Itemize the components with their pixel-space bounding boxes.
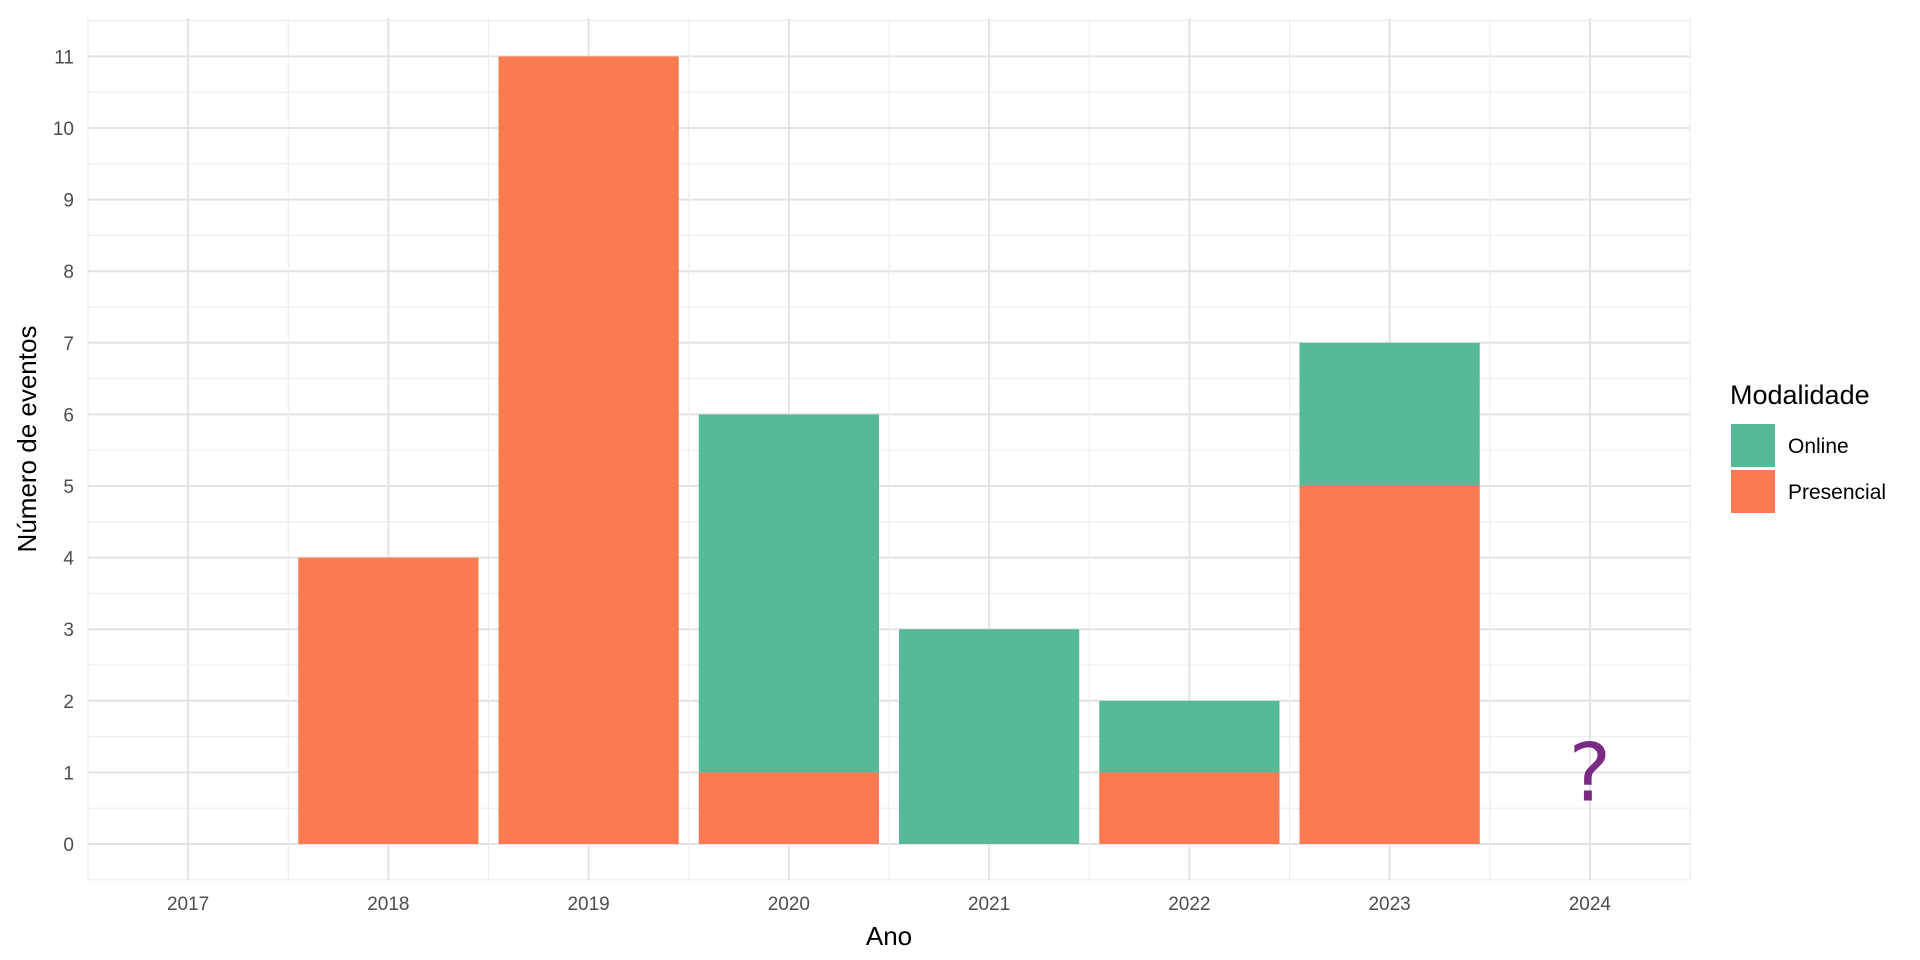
y-tick-label: 6 xyxy=(63,405,74,426)
y-tick-label: 8 xyxy=(63,262,74,283)
x-tick-label: 2022 xyxy=(1168,894,1210,915)
legend-label-presencial: Presencial xyxy=(1788,481,1886,504)
x-tick-label: 2018 xyxy=(367,894,409,915)
y-axis-title: Número de eventos xyxy=(12,326,42,553)
y-tick-labels: 0 1 2 3 4 5 6 7 8 9 10 11 xyxy=(53,47,75,856)
bar-2019-presencial xyxy=(498,56,679,844)
x-tick-label: 2024 xyxy=(1569,894,1612,915)
x-tick-label: 2019 xyxy=(567,894,609,915)
annotation-question-mark: ? xyxy=(1569,726,1611,819)
y-tick-label: 3 xyxy=(63,620,74,641)
x-tick-label: 2023 xyxy=(1368,894,1410,915)
x-tick-label: 2021 xyxy=(968,894,1010,915)
x-tick-label: 2020 xyxy=(768,894,810,915)
bar-2023-presencial xyxy=(1299,486,1480,844)
y-tick-label: 0 xyxy=(63,835,74,856)
legend-key-online xyxy=(1731,424,1775,467)
legend: Modalidade Online Presencial xyxy=(1730,380,1886,513)
x-axis-title: Ano xyxy=(866,921,912,951)
bar-2021-online xyxy=(899,629,1080,844)
x-tick-label: 2017 xyxy=(167,894,209,915)
bars xyxy=(298,56,1480,844)
y-tick-label: 7 xyxy=(63,334,74,355)
legend-items: Online Presencial xyxy=(1731,424,1886,513)
y-tick-label: 5 xyxy=(63,477,74,498)
bar-2020-online xyxy=(698,414,879,773)
x-tick-labels: 2017 2018 2019 2020 2021 2022 2023 2024 xyxy=(167,894,1611,915)
bar-2022-presencial xyxy=(1099,772,1280,844)
y-tick-label: 9 xyxy=(63,191,74,212)
legend-label-online: Online xyxy=(1788,435,1849,458)
y-tick-label: 10 xyxy=(53,119,74,140)
bar-2023-online xyxy=(1299,342,1480,486)
y-tick-label: 2 xyxy=(63,692,74,713)
y-tick-label: 11 xyxy=(54,47,74,68)
bar-2022-online xyxy=(1099,700,1280,773)
legend-key-presencial xyxy=(1731,470,1775,513)
bar-2018-presencial xyxy=(298,557,479,844)
y-tick-label: 4 xyxy=(63,549,74,570)
bar-2020-presencial xyxy=(698,772,879,844)
y-tick-label: 1 xyxy=(63,763,74,784)
legend-title: Modalidade xyxy=(1730,380,1870,410)
